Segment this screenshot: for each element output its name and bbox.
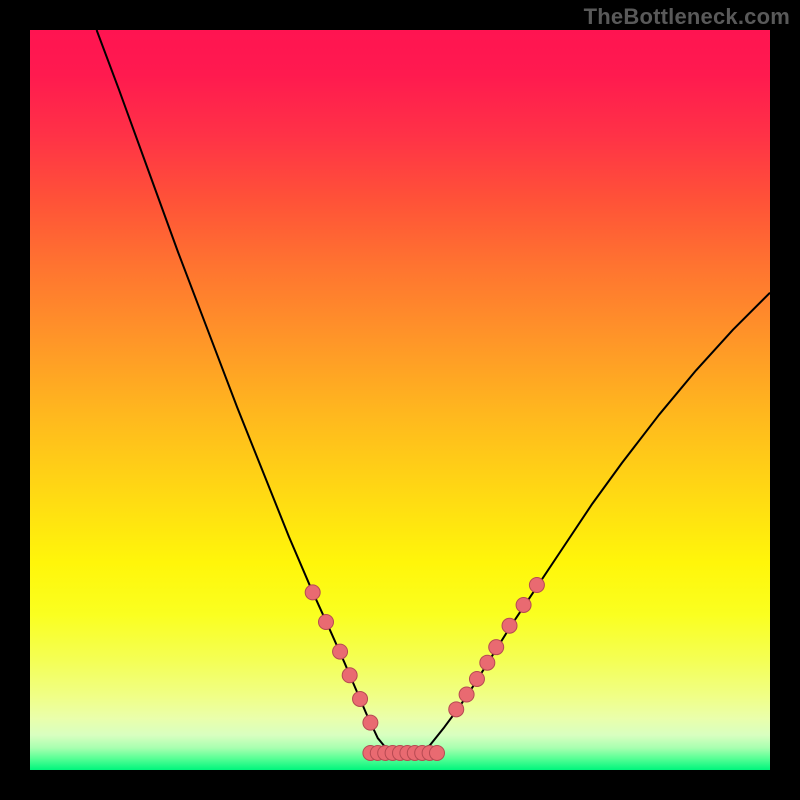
marker-right [489, 640, 504, 655]
marker-bottom [430, 745, 445, 760]
marker-left [353, 691, 368, 706]
plot-background [30, 30, 770, 770]
bottleneck-chart [0, 0, 800, 800]
marker-right [529, 578, 544, 593]
marker-left [363, 715, 378, 730]
watermark-text: TheBottleneck.com [584, 4, 790, 30]
marker-left [333, 644, 348, 659]
marker-left [342, 668, 357, 683]
marker-right [502, 618, 517, 633]
marker-right [469, 671, 484, 686]
marker-right [480, 655, 495, 670]
marker-right [459, 687, 474, 702]
chart-stage: TheBottleneck.com [0, 0, 800, 800]
marker-right [449, 702, 464, 717]
marker-left [319, 615, 334, 630]
marker-left [305, 585, 320, 600]
marker-right [516, 597, 531, 612]
